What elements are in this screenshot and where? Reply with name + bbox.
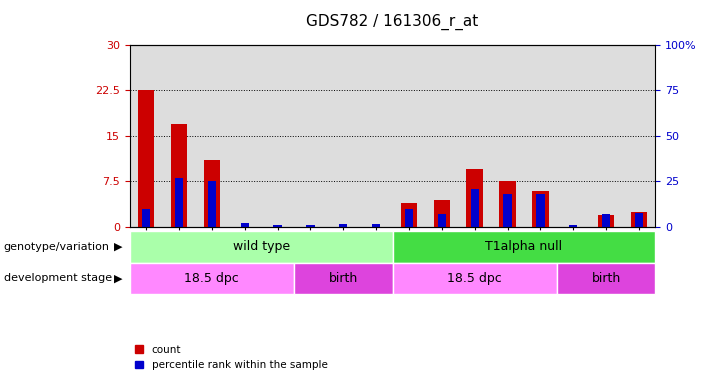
- Bar: [536, 194, 545, 227]
- Bar: [622, 45, 655, 227]
- Bar: [130, 45, 163, 227]
- Bar: [372, 224, 380, 227]
- Bar: [306, 225, 315, 227]
- Bar: [405, 209, 413, 227]
- Bar: [590, 45, 622, 227]
- Bar: [229, 45, 261, 227]
- Text: GDS782 / 161306_r_at: GDS782 / 161306_r_at: [306, 14, 479, 30]
- Text: wild type: wild type: [233, 240, 290, 253]
- Text: 18.5 dpc: 18.5 dpc: [447, 272, 502, 285]
- Bar: [503, 194, 512, 227]
- Bar: [327, 45, 360, 227]
- Text: birth: birth: [592, 272, 621, 285]
- Bar: [631, 212, 647, 227]
- Bar: [203, 160, 220, 227]
- Text: 18.5 dpc: 18.5 dpc: [184, 272, 239, 285]
- Bar: [207, 182, 216, 227]
- Bar: [466, 169, 483, 227]
- Bar: [261, 45, 294, 227]
- Text: birth: birth: [329, 272, 358, 285]
- Bar: [339, 224, 348, 227]
- Bar: [240, 223, 249, 227]
- Bar: [602, 214, 611, 227]
- Bar: [393, 262, 557, 294]
- Bar: [426, 45, 458, 227]
- Bar: [393, 45, 426, 227]
- Text: genotype/variation: genotype/variation: [4, 242, 109, 252]
- Bar: [569, 225, 578, 227]
- Bar: [273, 225, 282, 227]
- Bar: [491, 45, 524, 227]
- Bar: [437, 214, 446, 227]
- Bar: [171, 124, 187, 227]
- Bar: [598, 215, 614, 227]
- Bar: [130, 262, 294, 294]
- Bar: [470, 189, 479, 227]
- Bar: [532, 190, 549, 227]
- Text: T1alpha null: T1alpha null: [485, 240, 563, 253]
- Text: ▶: ▶: [114, 273, 123, 284]
- Bar: [393, 231, 655, 262]
- Bar: [434, 200, 450, 227]
- Bar: [635, 213, 643, 227]
- Bar: [142, 209, 150, 227]
- Bar: [458, 45, 491, 227]
- Bar: [294, 262, 393, 294]
- Bar: [557, 45, 590, 227]
- Bar: [175, 178, 183, 227]
- Bar: [196, 45, 229, 227]
- Bar: [401, 202, 417, 227]
- Bar: [294, 45, 327, 227]
- Legend: count, percentile rank within the sample: count, percentile rank within the sample: [135, 345, 327, 370]
- Bar: [360, 45, 393, 227]
- Bar: [557, 262, 655, 294]
- Bar: [524, 45, 557, 227]
- Text: development stage: development stage: [4, 273, 111, 284]
- Bar: [499, 182, 516, 227]
- Bar: [163, 45, 196, 227]
- Bar: [138, 90, 154, 227]
- Text: ▶: ▶: [114, 242, 123, 252]
- Bar: [130, 231, 393, 262]
